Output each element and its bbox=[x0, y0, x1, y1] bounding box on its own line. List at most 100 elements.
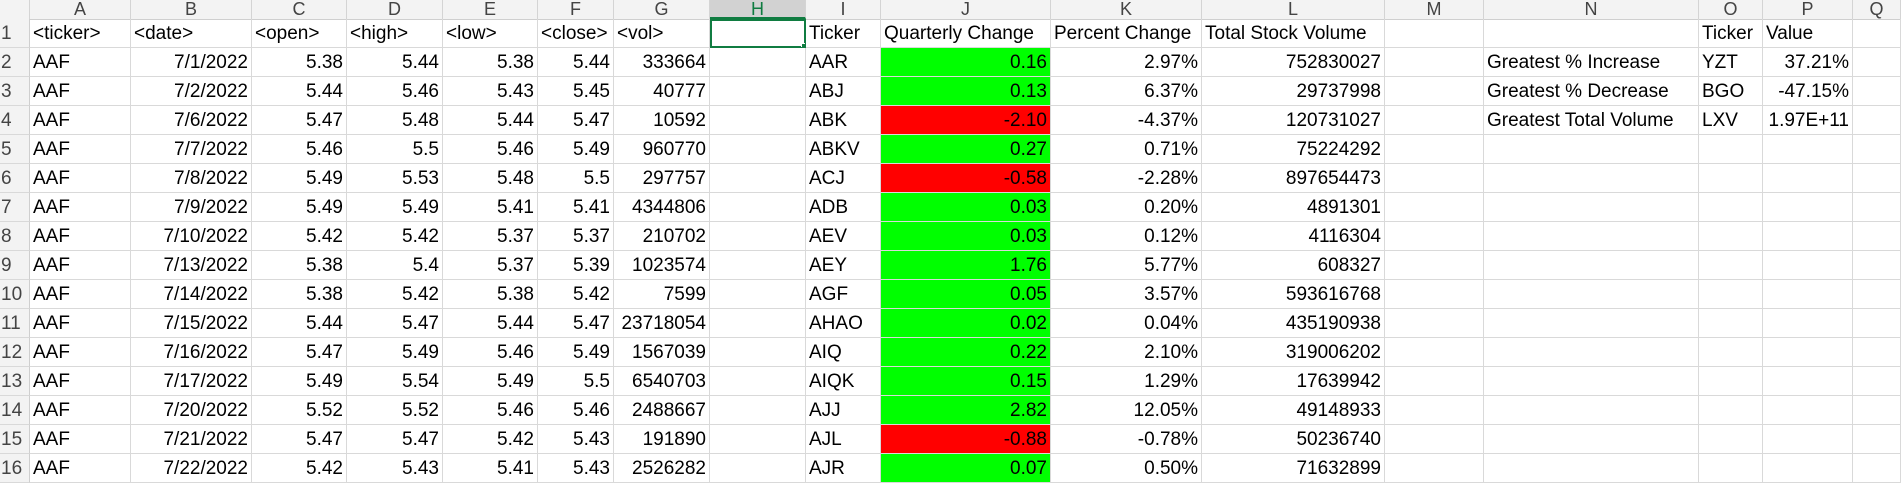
result-ticker-cell[interactable]: AHAO bbox=[806, 309, 881, 338]
summary-label-cell[interactable]: Greatest Total Volume bbox=[1484, 106, 1699, 135]
cell-q[interactable] bbox=[1853, 309, 1901, 338]
date-cell[interactable]: 7/20/2022 bbox=[131, 396, 252, 425]
open-cell[interactable]: 5.42 bbox=[252, 222, 347, 251]
cell-h[interactable] bbox=[710, 251, 806, 280]
row-number[interactable]: 5 bbox=[0, 135, 30, 164]
cell-o[interactable] bbox=[1699, 309, 1763, 338]
quarterly-change-cell[interactable]: -0.58 bbox=[881, 164, 1051, 193]
high-cell[interactable]: 5.48 bbox=[347, 106, 443, 135]
cell-m[interactable] bbox=[1385, 396, 1484, 425]
high-cell[interactable]: 5.42 bbox=[347, 222, 443, 251]
column-header-p[interactable]: P bbox=[1763, 0, 1853, 19]
percent-change-cell[interactable]: 6.37% bbox=[1051, 77, 1202, 106]
cell-m[interactable] bbox=[1385, 106, 1484, 135]
total-volume-cell[interactable]: 608327 bbox=[1202, 251, 1385, 280]
quarterly-change-cell[interactable]: 0.16 bbox=[881, 48, 1051, 77]
low-cell[interactable]: 5.46 bbox=[443, 396, 538, 425]
cell-q[interactable] bbox=[1853, 193, 1901, 222]
header-cell-c[interactable]: <open> bbox=[252, 19, 347, 48]
cell-m[interactable] bbox=[1385, 222, 1484, 251]
percent-change-cell[interactable]: -2.28% bbox=[1051, 164, 1202, 193]
column-header-h[interactable]: H bbox=[710, 0, 806, 19]
percent-change-cell[interactable]: 0.20% bbox=[1051, 193, 1202, 222]
header-cell-g[interactable]: <vol> bbox=[614, 19, 710, 48]
cell-o[interactable] bbox=[1699, 251, 1763, 280]
close-cell[interactable]: 5.45 bbox=[538, 77, 614, 106]
ticker-cell[interactable]: AAF bbox=[30, 251, 131, 280]
cell-o[interactable] bbox=[1699, 280, 1763, 309]
high-cell[interactable]: 5.46 bbox=[347, 77, 443, 106]
cell-p[interactable] bbox=[1763, 367, 1853, 396]
ticker-cell[interactable]: AAF bbox=[30, 135, 131, 164]
cell-q[interactable] bbox=[1853, 106, 1901, 135]
open-cell[interactable]: 5.47 bbox=[252, 338, 347, 367]
result-ticker-cell[interactable]: ACJ bbox=[806, 164, 881, 193]
cell-q[interactable] bbox=[1853, 164, 1901, 193]
date-cell[interactable]: 7/17/2022 bbox=[131, 367, 252, 396]
cell-q[interactable] bbox=[1853, 135, 1901, 164]
cell-m[interactable] bbox=[1385, 77, 1484, 106]
quarterly-change-cell[interactable]: 0.03 bbox=[881, 193, 1051, 222]
low-cell[interactable]: 5.37 bbox=[443, 251, 538, 280]
summary-ticker-cell[interactable]: YZT bbox=[1699, 48, 1763, 77]
row-number[interactable]: 12 bbox=[0, 338, 30, 367]
close-cell[interactable]: 5.37 bbox=[538, 222, 614, 251]
cell-q[interactable] bbox=[1853, 454, 1901, 483]
open-cell[interactable]: 5.44 bbox=[252, 309, 347, 338]
cell-n[interactable] bbox=[1484, 396, 1699, 425]
column-header-l[interactable]: L bbox=[1202, 0, 1385, 19]
total-volume-cell[interactable]: 752830027 bbox=[1202, 48, 1385, 77]
quarterly-change-cell[interactable]: 0.22 bbox=[881, 338, 1051, 367]
column-header-n[interactable]: N bbox=[1484, 0, 1699, 19]
high-cell[interactable]: 5.47 bbox=[347, 309, 443, 338]
summary-value-cell[interactable]: 1.97E+11 bbox=[1763, 106, 1853, 135]
close-cell[interactable]: 5.49 bbox=[538, 135, 614, 164]
high-cell[interactable]: 5.4 bbox=[347, 251, 443, 280]
vol-cell[interactable]: 297757 bbox=[614, 164, 710, 193]
total-volume-cell[interactable]: 319006202 bbox=[1202, 338, 1385, 367]
total-volume-cell[interactable]: 17639942 bbox=[1202, 367, 1385, 396]
total-volume-cell[interactable]: 71632899 bbox=[1202, 454, 1385, 483]
quarterly-change-cell[interactable]: 0.15 bbox=[881, 367, 1051, 396]
ticker-cell[interactable]: AAF bbox=[30, 309, 131, 338]
column-header-g[interactable]: G bbox=[614, 0, 710, 19]
high-cell[interactable]: 5.52 bbox=[347, 396, 443, 425]
cell-p[interactable] bbox=[1763, 164, 1853, 193]
total-volume-cell[interactable]: 4116304 bbox=[1202, 222, 1385, 251]
date-cell[interactable]: 7/16/2022 bbox=[131, 338, 252, 367]
result-ticker-cell[interactable]: AIQ bbox=[806, 338, 881, 367]
cell-o[interactable] bbox=[1699, 222, 1763, 251]
high-cell[interactable]: 5.44 bbox=[347, 48, 443, 77]
cell-n[interactable] bbox=[1484, 454, 1699, 483]
date-cell[interactable]: 7/9/2022 bbox=[131, 193, 252, 222]
vol-cell[interactable]: 10592 bbox=[614, 106, 710, 135]
cell-o[interactable] bbox=[1699, 135, 1763, 164]
cell-q[interactable] bbox=[1853, 19, 1901, 48]
result-ticker-cell[interactable]: AJJ bbox=[806, 396, 881, 425]
vol-cell[interactable]: 7599 bbox=[614, 280, 710, 309]
percent-change-cell[interactable]: 0.71% bbox=[1051, 135, 1202, 164]
quarterly-change-cell[interactable]: -0.88 bbox=[881, 425, 1051, 454]
total-volume-cell[interactable]: 435190938 bbox=[1202, 309, 1385, 338]
cell-m[interactable] bbox=[1385, 338, 1484, 367]
cell-h[interactable] bbox=[710, 77, 806, 106]
summary-label-cell[interactable]: Greatest % Decrease bbox=[1484, 77, 1699, 106]
vol-cell[interactable]: 2488667 bbox=[614, 396, 710, 425]
vol-cell[interactable]: 23718054 bbox=[614, 309, 710, 338]
cell-p[interactable] bbox=[1763, 338, 1853, 367]
close-cell[interactable]: 5.39 bbox=[538, 251, 614, 280]
result-ticker-cell[interactable]: ABKV bbox=[806, 135, 881, 164]
cell-n[interactable] bbox=[1484, 425, 1699, 454]
ticker-cell[interactable]: AAF bbox=[30, 193, 131, 222]
low-cell[interactable]: 5.41 bbox=[443, 193, 538, 222]
column-header-q[interactable]: Q bbox=[1853, 0, 1901, 19]
cell-p[interactable] bbox=[1763, 251, 1853, 280]
cell-q[interactable] bbox=[1853, 48, 1901, 77]
vol-cell[interactable]: 2526282 bbox=[614, 454, 710, 483]
header-cell-b[interactable]: <date> bbox=[131, 19, 252, 48]
row-number[interactable]: 3 bbox=[0, 77, 30, 106]
quarterly-change-cell[interactable]: 0.27 bbox=[881, 135, 1051, 164]
high-cell[interactable]: 5.49 bbox=[347, 193, 443, 222]
vol-cell[interactable]: 191890 bbox=[614, 425, 710, 454]
close-cell[interactable]: 5.46 bbox=[538, 396, 614, 425]
